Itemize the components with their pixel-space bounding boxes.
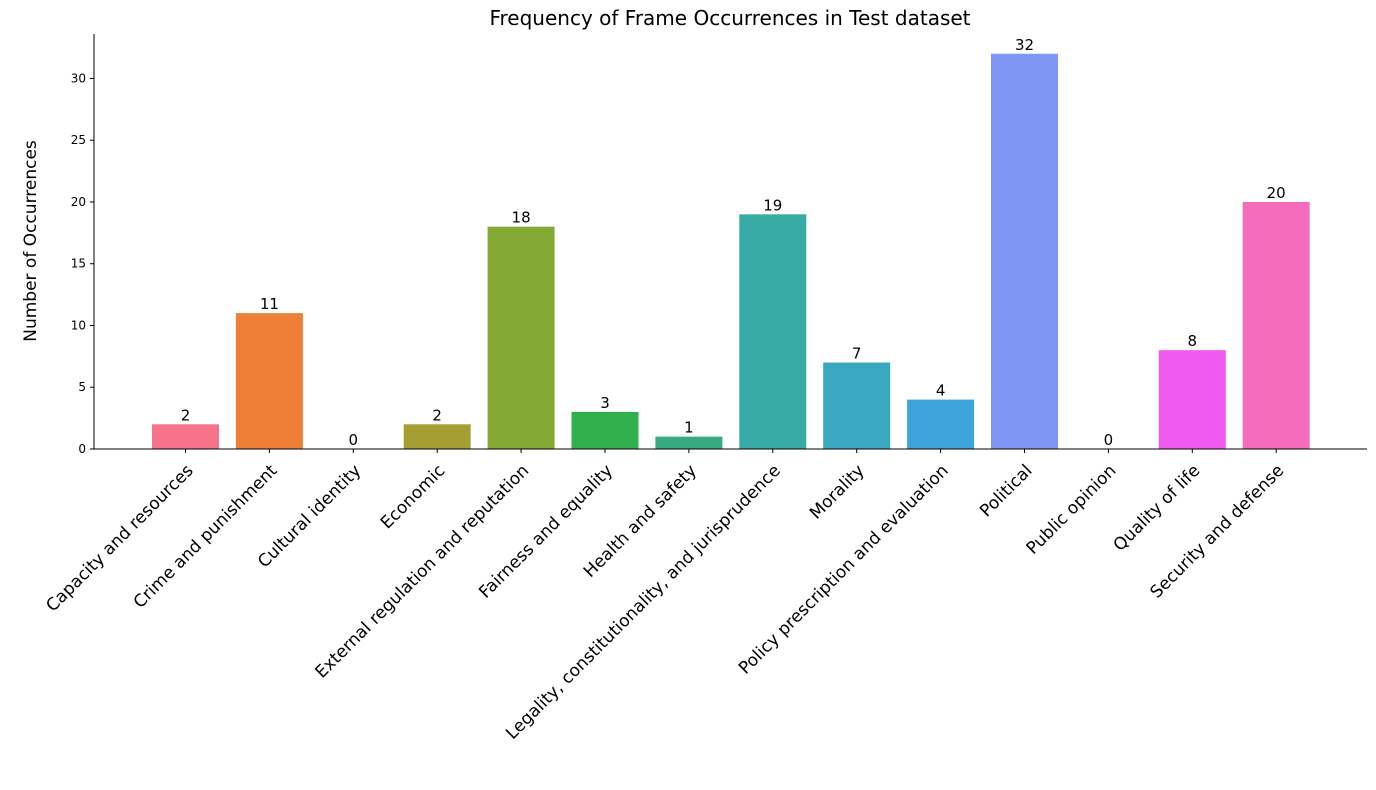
data-label: 11 xyxy=(260,295,279,313)
y-tick-label: 10 xyxy=(71,318,86,332)
data-label: 32 xyxy=(1015,36,1034,54)
bar xyxy=(907,399,975,449)
data-label: 3 xyxy=(600,394,610,412)
bar xyxy=(739,214,807,449)
bar xyxy=(1158,350,1226,449)
x-tick-label: Quality of life xyxy=(1110,461,1205,556)
data-label: 1 xyxy=(684,419,694,437)
data-label: 0 xyxy=(349,431,359,449)
chart-title: Frequency of Frame Occurrences in Test d… xyxy=(489,6,970,30)
x-tick-label: Economic xyxy=(377,461,449,533)
y-tick-label: 25 xyxy=(71,133,86,147)
y-tick-label: 20 xyxy=(71,195,86,209)
y-tick-label: 30 xyxy=(71,71,86,85)
x-tick-label: Public opinion xyxy=(1023,461,1121,559)
bar xyxy=(823,362,891,449)
bars-layer xyxy=(152,53,1310,449)
bar xyxy=(655,436,723,449)
data-label: 2 xyxy=(181,406,191,424)
x-tick-label: Crime and punishment xyxy=(130,461,282,613)
data-label: 4 xyxy=(936,382,946,400)
bar xyxy=(991,53,1058,449)
data-label: 20 xyxy=(1267,184,1286,202)
x-tick-label: Political xyxy=(976,461,1036,521)
x-tick-label: Capacity and resources xyxy=(42,461,197,616)
x-tick-label: Morality xyxy=(806,461,869,524)
data-label: 8 xyxy=(1188,332,1198,350)
data-label: 19 xyxy=(763,196,782,214)
data-label: 0 xyxy=(1104,431,1114,449)
data-label: 7 xyxy=(852,345,862,363)
bar xyxy=(235,313,303,449)
bar xyxy=(1242,201,1310,449)
data-label: 18 xyxy=(512,209,531,227)
y-tick-label: 5 xyxy=(78,380,86,394)
y-tick-label: 0 xyxy=(78,442,86,456)
bar xyxy=(487,226,555,449)
y-axis: 0 5 10 15 20 25 30 xyxy=(71,34,95,456)
bar xyxy=(403,424,471,449)
bar xyxy=(152,424,219,449)
bar xyxy=(571,411,639,449)
y-tick-label: 15 xyxy=(71,257,86,271)
data-label: 2 xyxy=(432,406,442,424)
y-axis-label: Number of Occurrences xyxy=(21,140,41,342)
